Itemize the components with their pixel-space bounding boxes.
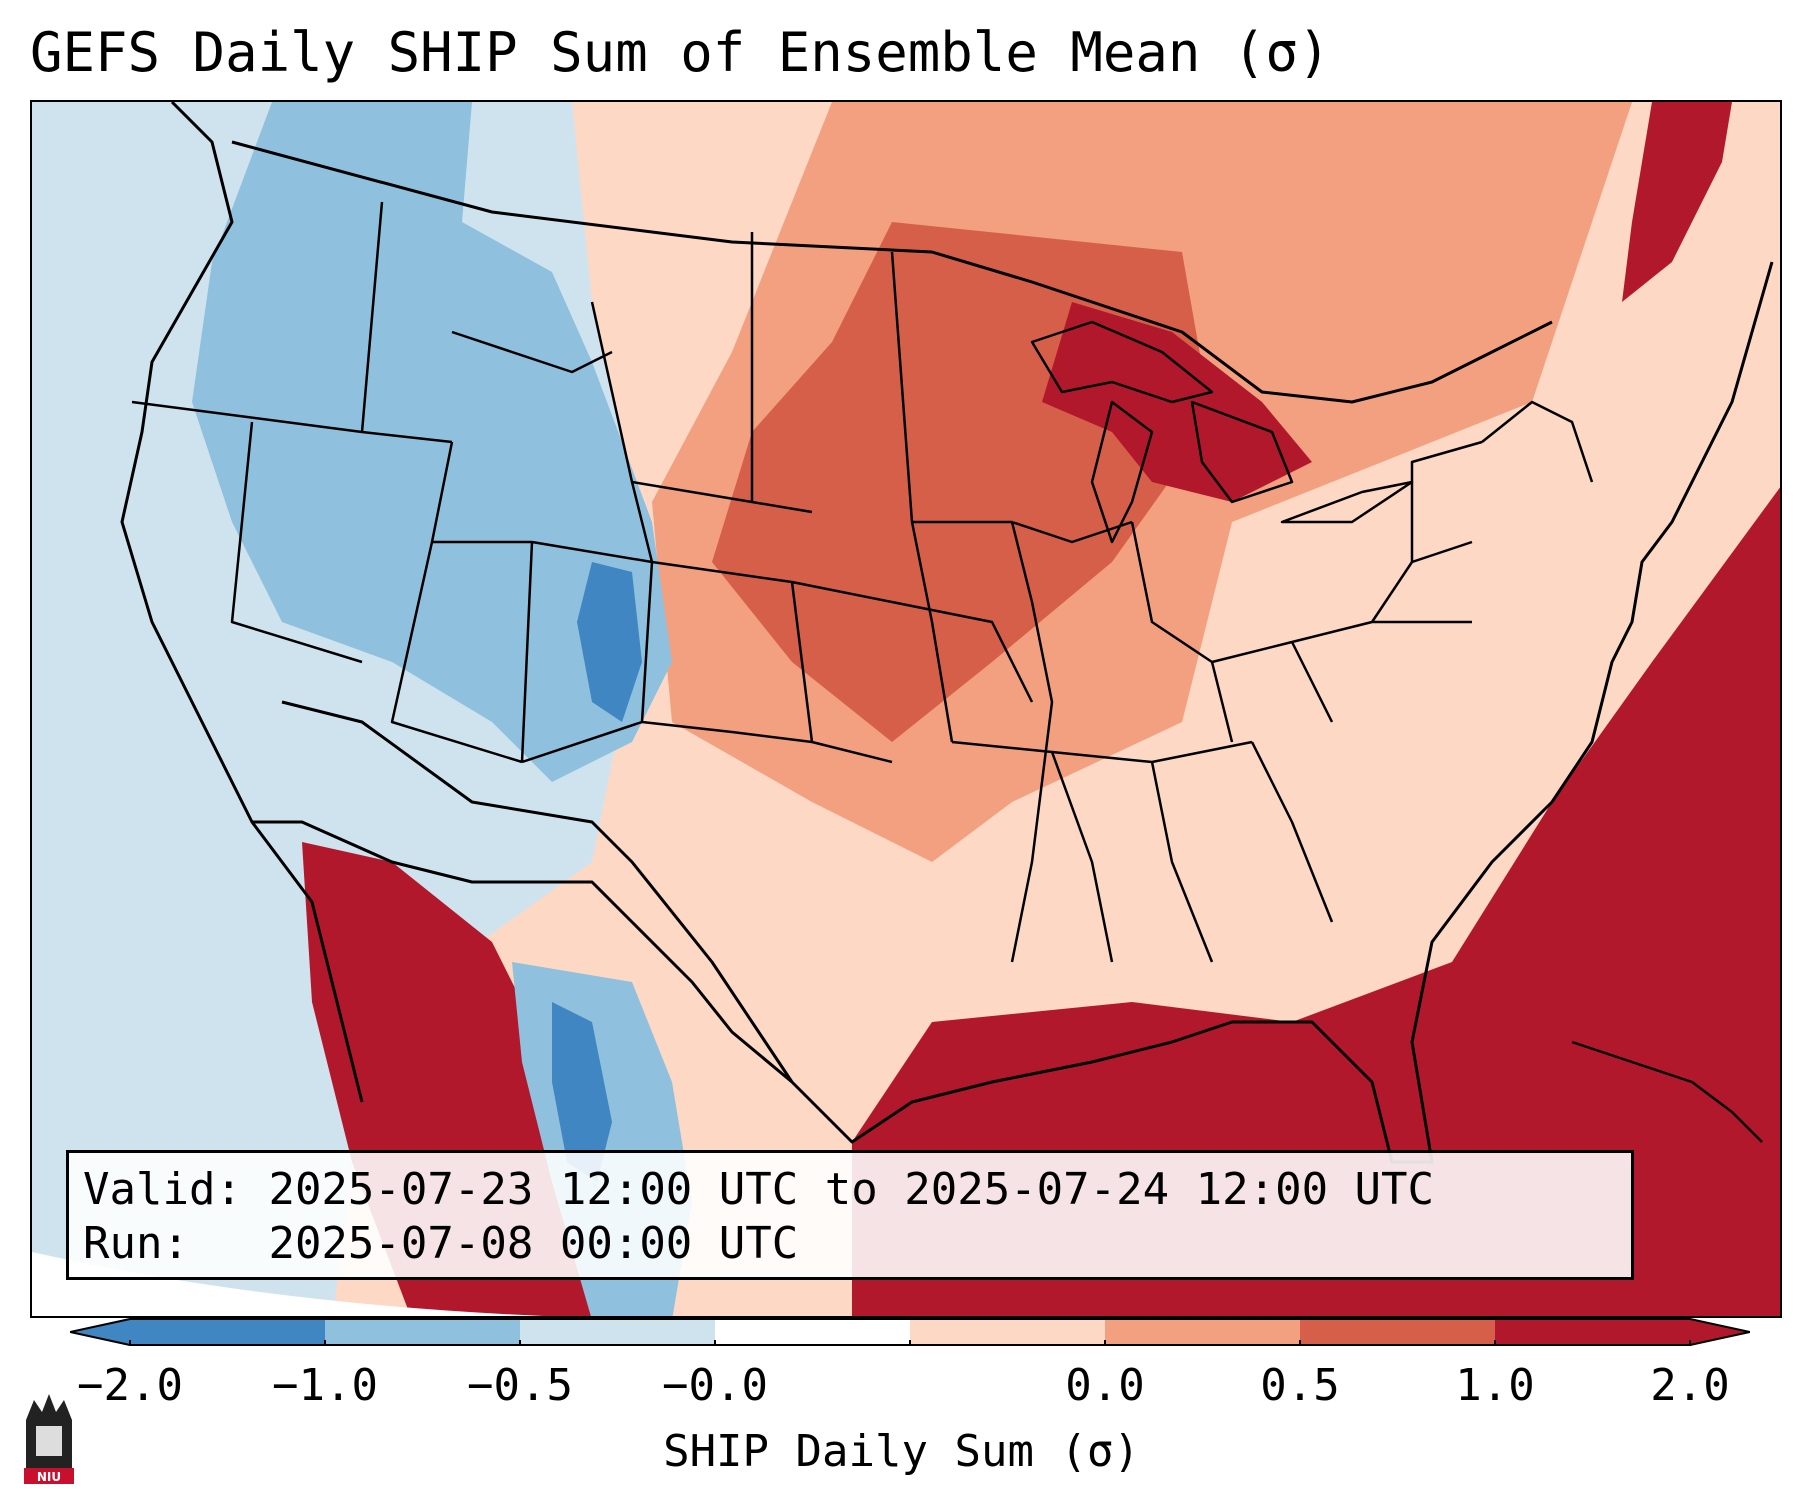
colorbar-tick-label: −0.5 <box>467 1360 573 1411</box>
map-title: GEFS Daily SHIP Sum of Ensemble Mean (σ) <box>30 21 1331 84</box>
boundary-layer <box>120 102 1774 1164</box>
logo-text: NIU <box>37 1470 61 1484</box>
logo-window <box>36 1426 62 1456</box>
field-darker-blue-colorado <box>577 562 642 722</box>
colorbar-extend-low <box>70 1318 130 1346</box>
colorbar-tick-label: −1.0 <box>272 1360 378 1411</box>
state-lines <box>131 201 1594 963</box>
mexico-border <box>252 820 793 1084</box>
colorbar-tick-label: −0.0 <box>662 1360 768 1411</box>
field-dark-red-northeast <box>1622 102 1732 302</box>
colorbar-tick-label: 0.0 <box>1065 1360 1145 1411</box>
colorbar-bin <box>325 1318 521 1346</box>
colorbar-bin <box>520 1318 716 1346</box>
map-svg <box>32 102 1780 1316</box>
colorbar-tick-label: 2.0 <box>1650 1360 1730 1411</box>
colorbar-extend-high <box>1690 1318 1750 1346</box>
colorbar-ticks: −2.0 −1.0 −0.5 −0.0 0.0 0.5 1.0 2.0 <box>0 1360 1803 1420</box>
logo-banner <box>24 1468 74 1484</box>
colorbar-tick-label: −2.0 <box>77 1360 183 1411</box>
colorbar-bin <box>1300 1318 1496 1346</box>
colorbar-label: SHIP Daily Sum (σ) <box>663 1426 1140 1477</box>
run-value: 2025-07-08 00:00 UTC <box>268 1218 799 1269</box>
niu-logo: NIU <box>24 1394 74 1484</box>
great-lakes <box>1030 320 1414 544</box>
projection-edge <box>32 1252 545 1316</box>
colorbar-bin <box>130 1318 326 1346</box>
caribbean-islands <box>1571 1040 1763 1143</box>
us-outline <box>120 102 1774 1164</box>
run-label: Run: <box>83 1218 189 1269</box>
colorbar <box>70 1318 1750 1346</box>
field-layer <box>32 102 1780 1316</box>
valid-value: 2025-07-23 12:00 UTC to 2025-07-24 12:00… <box>268 1164 1435 1215</box>
field-blue-rockies <box>192 102 672 782</box>
colorbar-bin <box>1495 1318 1691 1346</box>
colorbar-bin <box>1105 1318 1301 1346</box>
colorbar-tick-label: 0.5 <box>1260 1360 1340 1411</box>
canada-border <box>231 140 1553 404</box>
map-panel <box>30 100 1782 1318</box>
colorbar-bin <box>910 1318 1106 1346</box>
colorbar-bin <box>715 1318 911 1346</box>
field-darker-blue-mexico <box>552 1002 612 1182</box>
valid-label: Valid: <box>83 1164 242 1215</box>
colorbar-tick-label: 1.0 <box>1455 1360 1535 1411</box>
valid-run-box: Valid: 2025-07-23 12:00 UTC to 2025-07-2… <box>66 1150 1634 1280</box>
field-dark-red-southeast <box>852 487 1780 1316</box>
